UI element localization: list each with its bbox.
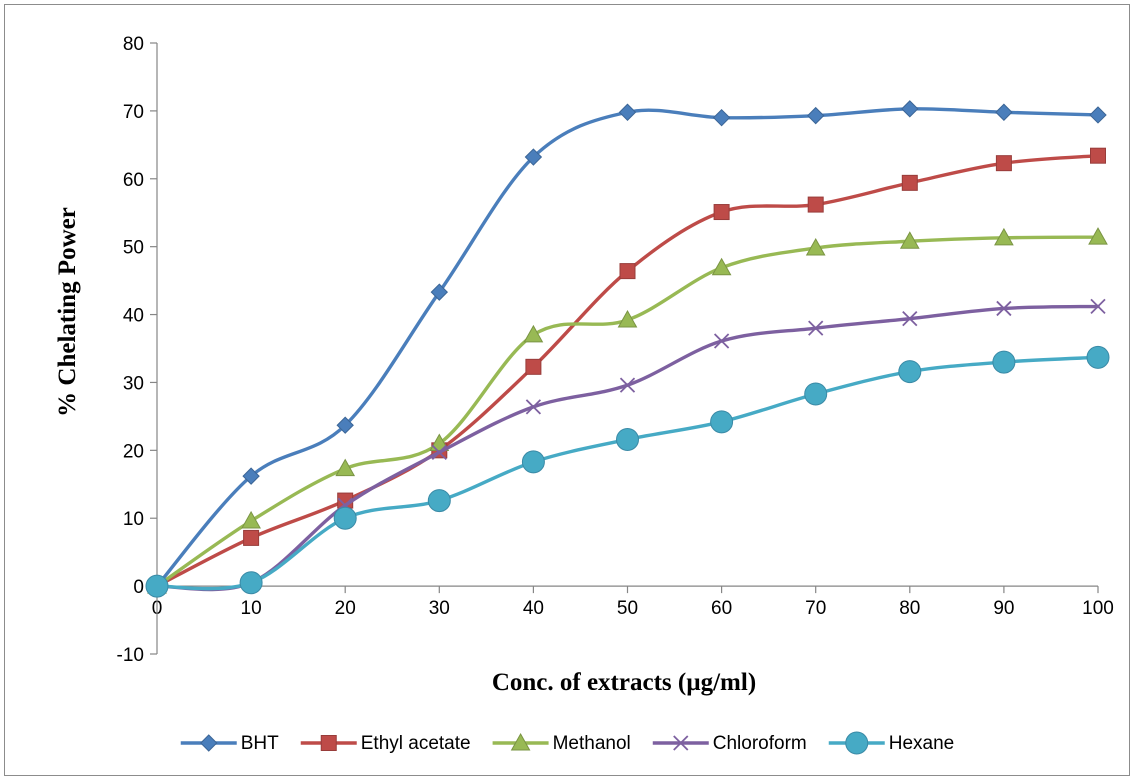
series-layer — [145, 100, 1110, 598]
data-point-bht — [995, 103, 1013, 121]
data-point-hexane — [1086, 345, 1110, 369]
series-line-ethyl-acetate — [155, 154, 1100, 588]
data-point-hexane — [145, 574, 169, 598]
data-point-methanol — [617, 309, 638, 328]
data-point-bht — [901, 100, 919, 118]
data-point-bht — [524, 148, 543, 166]
data-point-chloroform — [713, 333, 730, 349]
data-point-methanol — [335, 458, 356, 477]
data-point-chloroform — [902, 310, 918, 327]
data-point-methanol — [994, 227, 1014, 246]
y-tick-label: 20 — [123, 441, 144, 462]
y-tick-label: 40 — [123, 306, 144, 327]
legend: BHT Ethyl acetate Methanol Chloroform Hexane — [180, 731, 955, 755]
series-line-chloroform — [155, 304, 1100, 592]
data-point-hexane — [427, 489, 451, 513]
legend-item-bht: BHT — [180, 733, 279, 754]
series-line-bht — [155, 107, 1100, 588]
data-point-bht — [618, 103, 637, 121]
data-point-hexane — [521, 450, 545, 474]
x-axis-ticks: 0 10 20 30 40 50 60 70 80 90 100 — [152, 586, 1114, 619]
y-axis-title: % Chelating Power — [54, 207, 81, 417]
x-axis-title: Conc. of extracts (µg/ml) — [492, 669, 756, 696]
data-point-ethyl-acetate — [243, 529, 260, 546]
legend-marker-ethyl-acetate — [320, 735, 337, 751]
data-point-methanol — [241, 510, 261, 529]
y-tick-label: 0 — [133, 577, 144, 598]
x-tick-label: 80 — [899, 598, 920, 619]
x-tick-label: 10 — [241, 598, 262, 619]
data-point-ethyl-acetate — [713, 204, 730, 221]
series-hexane — [145, 345, 1110, 598]
data-point-hexane — [992, 350, 1016, 374]
data-point-methanol — [523, 324, 544, 343]
data-point-hexane — [333, 506, 357, 530]
legend-label-methanol: Methanol — [553, 733, 631, 754]
legend-label-chloroform: Chloroform — [713, 733, 807, 754]
legend-item-methanol: Methanol — [492, 732, 631, 754]
legend-item-chloroform: Chloroform — [652, 733, 807, 754]
data-point-chloroform — [619, 377, 636, 393]
y-tick-label: 50 — [123, 238, 144, 259]
legend-item-hexane: Hexane — [828, 731, 955, 755]
data-point-methanol — [899, 231, 920, 249]
y-tick-label: 30 — [123, 373, 144, 394]
data-point-chloroform — [808, 320, 824, 336]
y-tick-label: 60 — [123, 170, 144, 191]
x-tick-label: 100 — [1082, 598, 1114, 619]
x-tick-label: 50 — [617, 598, 638, 619]
data-point-bht — [242, 467, 260, 485]
data-point-methanol — [711, 257, 732, 276]
axes — [156, 43, 1098, 654]
data-point-chloroform — [996, 300, 1012, 317]
y-axis-ticks: -10 0 10 20 30 40 50 60 70 80 — [117, 34, 157, 666]
series-line-hexane — [155, 355, 1100, 591]
x-tick-label: 60 — [711, 598, 732, 619]
data-point-bht — [1089, 106, 1107, 124]
data-point-methanol — [1088, 227, 1108, 245]
series-ethyl-acetate — [149, 147, 1106, 595]
data-point-chloroform — [525, 399, 542, 415]
series-line-methanol — [155, 235, 1100, 588]
y-tick-label: -10 — [117, 645, 144, 666]
y-tick-label: 80 — [123, 34, 144, 55]
data-point-bht — [336, 416, 354, 434]
data-point-methanol — [805, 238, 826, 256]
legend-label-hexane: Hexane — [889, 733, 955, 754]
legend-marker-hexane — [845, 731, 869, 755]
data-point-chloroform — [431, 444, 447, 461]
data-point-hexane — [616, 427, 639, 451]
data-point-bht — [430, 283, 449, 301]
legend-marker-bht — [200, 734, 218, 752]
legend-label-ethyl-acetate: Ethyl acetate — [361, 733, 471, 754]
data-point-chloroform — [1090, 298, 1106, 315]
data-point-ethyl-acetate — [1090, 147, 1106, 164]
x-tick-label: 70 — [805, 598, 826, 619]
data-point-ethyl-acetate — [901, 174, 918, 191]
legend-label-bht: BHT — [241, 733, 279, 754]
series-methanol — [147, 227, 1108, 594]
data-point-hexane — [804, 382, 828, 406]
x-tick-label: 30 — [429, 598, 450, 619]
x-tick-label: 40 — [523, 598, 544, 619]
data-point-bht — [712, 108, 731, 127]
data-point-bht — [806, 106, 825, 125]
legend-marker-methanol — [510, 732, 531, 751]
x-tick-label: 90 — [993, 598, 1014, 619]
data-point-hexane — [239, 571, 263, 595]
data-point-ethyl-acetate — [807, 196, 824, 213]
data-point-hexane — [898, 360, 922, 384]
y-tick-label: 70 — [123, 102, 144, 123]
y-tick-label: 10 — [123, 509, 144, 530]
legend-item-ethyl-acetate: Ethyl acetate — [300, 733, 471, 754]
data-point-hexane — [710, 410, 734, 434]
data-point-ethyl-acetate — [619, 263, 636, 280]
data-point-ethyl-acetate — [995, 155, 1012, 172]
data-point-ethyl-acetate — [525, 358, 542, 375]
legend-marker-chloroform — [673, 735, 689, 751]
x-tick-label: 20 — [335, 598, 356, 619]
